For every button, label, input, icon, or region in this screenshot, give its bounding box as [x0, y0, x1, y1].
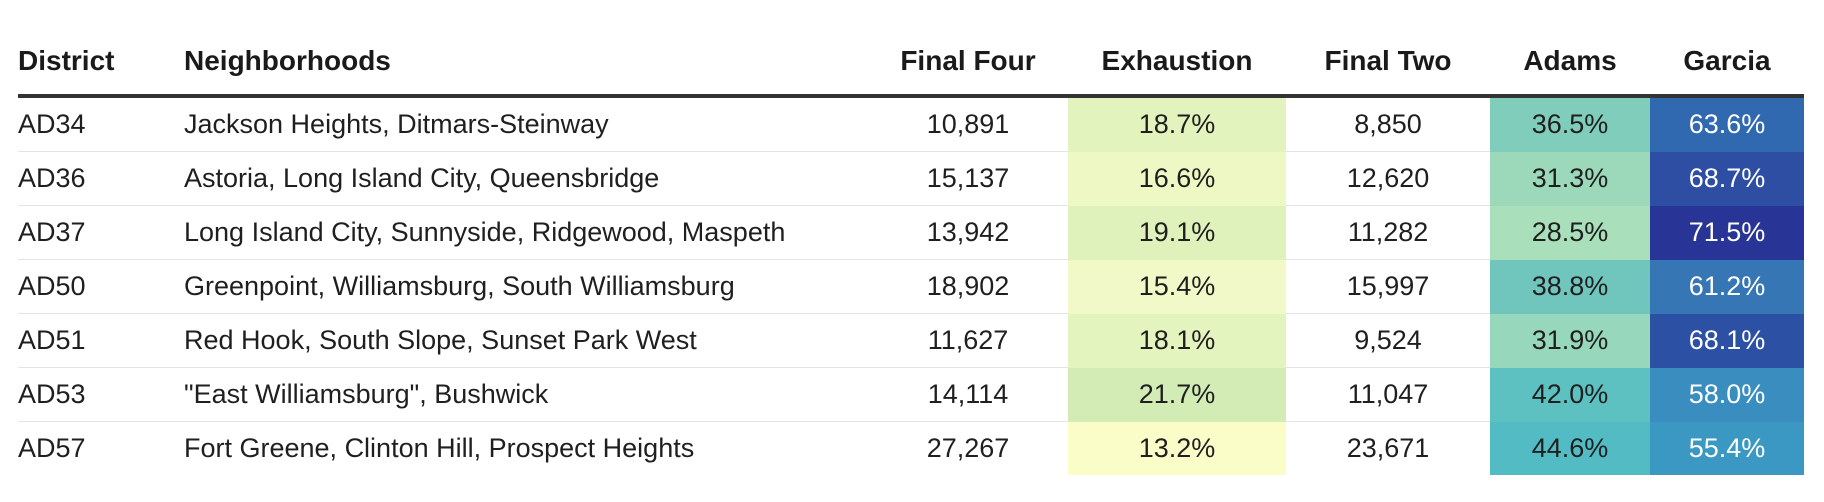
table-row: AD50 Greenpoint, Williamsburg, South Will…: [18, 259, 1804, 314]
column-header: Neighborhoods: [184, 45, 391, 76]
column-header: Final Four: [900, 45, 1036, 76]
table-row: AD36 Astoria, Long Island City, Queensbri…: [18, 151, 1804, 206]
district-cell: AD37: [18, 205, 184, 260]
neighborhoods-cell: Long Island City, Sunnyside, Ridgewood, …: [184, 205, 868, 260]
final-four-cell: 13,942: [868, 205, 1068, 260]
header-row: District Neighborhoods Final Four Exhaus…: [18, 28, 1804, 96]
table-row: AD51 Red Hook, South Slope, Sunset Park W…: [18, 313, 1804, 368]
table-row: AD57 Fort Greene, Clinton Hill, Prospect …: [18, 421, 1804, 475]
table-row: AD34 Jackson Heights, Ditmars-Steinway 10,…: [18, 96, 1804, 152]
garcia-cell: 58.0%: [1650, 367, 1804, 422]
column-header: District: [18, 45, 115, 76]
final-four-cell: 14,114: [868, 367, 1068, 422]
column-header: Final Two: [1324, 45, 1452, 76]
district-cell: AD51: [18, 313, 184, 368]
neighborhoods-cell: Greenpoint, Williamsburg, South Williams…: [184, 259, 868, 314]
table-body: AD34 Jackson Heights, Ditmars-Steinway 10,…: [18, 96, 1804, 475]
final-two-cell: 12,620: [1286, 151, 1490, 206]
garcia-cell: 61.2%: [1650, 259, 1804, 314]
final-four-cell: 10,891: [868, 96, 1068, 152]
garcia-cell: 63.6%: [1650, 96, 1804, 152]
exhaustion-cell: 18.7%: [1068, 96, 1286, 152]
results-table: District Neighborhoods Final Four Exhaus…: [18, 28, 1804, 475]
exhaustion-cell: 15.4%: [1068, 259, 1286, 314]
district-cell: AD57: [18, 433, 86, 463]
exhaustion-cell: 13.2%: [1068, 421, 1286, 475]
district-cell: AD34: [18, 96, 184, 152]
adams-cell: 36.5%: [1490, 96, 1650, 152]
final-four-cell: 18,902: [868, 259, 1068, 314]
district-cell: AD53: [18, 367, 184, 422]
neighborhoods-cell: Fort Greene, Clinton Hill, Prospect Heig…: [184, 433, 695, 463]
column-header: Garcia: [1683, 45, 1771, 76]
adams-cell: 42.0%: [1490, 367, 1650, 422]
garcia-cell: 68.1%: [1650, 313, 1804, 368]
adams-cell: 28.5%: [1490, 205, 1650, 260]
final-two-cell: 8,850: [1286, 96, 1490, 152]
district-cell: AD36: [18, 151, 184, 206]
neighborhoods-cell: "East Williamsburg", Bushwick: [184, 367, 868, 422]
district-cell: AD50: [18, 259, 184, 314]
final-four-cell: 11,627: [868, 313, 1068, 368]
exhaustion-cell: 21.7%: [1068, 367, 1286, 422]
exhaustion-cell: 19.1%: [1068, 205, 1286, 260]
adams-cell: 31.3%: [1490, 151, 1650, 206]
garcia-cell: 55.4%: [1650, 421, 1804, 475]
column-header: Adams: [1523, 45, 1617, 76]
adams-cell: 31.9%: [1490, 313, 1650, 368]
neighborhoods-cell: Astoria, Long Island City, Queensbridge: [184, 151, 868, 206]
column-header: Exhaustion: [1101, 45, 1253, 76]
neighborhoods-cell: Red Hook, South Slope, Sunset Park West: [184, 313, 868, 368]
final-two-cell: 23,671: [1346, 433, 1430, 463]
final-four-cell: 15,137: [868, 151, 1068, 206]
final-four-cell: 27,267: [926, 433, 1010, 463]
table-row: AD37 Long Island City, Sunnyside, Ridgewo…: [18, 205, 1804, 260]
adams-cell: 44.6%: [1490, 421, 1650, 475]
exhaustion-cell: 18.1%: [1068, 313, 1286, 368]
adams-cell: 38.8%: [1490, 259, 1650, 314]
garcia-cell: 68.7%: [1650, 151, 1804, 206]
exhaustion-cell: 16.6%: [1068, 151, 1286, 206]
table-row: AD53 "East Williamsburg", Bushwick 14,114 2…: [18, 367, 1804, 422]
final-two-cell: 9,524: [1286, 313, 1490, 368]
garcia-cell: 71.5%: [1650, 205, 1804, 260]
final-two-cell: 15,997: [1286, 259, 1490, 314]
final-two-cell: 11,282: [1286, 205, 1490, 260]
neighborhoods-cell: Jackson Heights, Ditmars-Steinway: [184, 96, 868, 152]
final-two-cell: 11,047: [1286, 367, 1490, 422]
